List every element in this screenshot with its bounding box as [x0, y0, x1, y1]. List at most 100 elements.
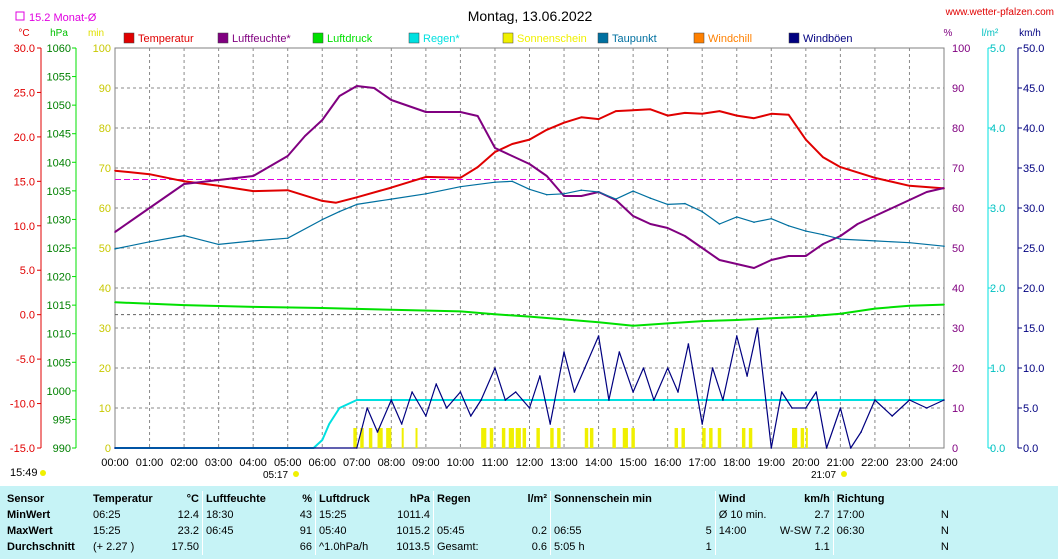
humidity-point [563, 195, 565, 197]
humidity-point [787, 255, 790, 257]
sunshine-bar [401, 428, 404, 448]
sunshine-bar [360, 428, 364, 448]
stats-cell: 15:25 [93, 525, 121, 537]
gusts-point [390, 399, 393, 401]
legend-swatch [502, 32, 514, 44]
pressure-line [114, 301, 945, 327]
humidity-point [925, 191, 928, 193]
temp-tick-label: -15.0 [10, 443, 35, 455]
time-tick-label: 02:00 [170, 457, 198, 469]
humidity-point [425, 111, 427, 113]
stats-cell: 06:55 [549, 523, 655, 539]
time-tick-label: 03:00 [205, 457, 233, 469]
gusts-point [642, 367, 645, 369]
stats-wind-header: Wind [714, 491, 772, 507]
sunset-icon [841, 471, 847, 477]
min-tick-label: 60 [99, 203, 111, 215]
percent-tick-label: 20 [952, 363, 964, 375]
kmh-tick-label: 10.0 [1023, 363, 1044, 375]
min-tick-label: 50 [99, 243, 111, 255]
pressure-point [597, 321, 600, 324]
min-tick-label: 20 [99, 363, 111, 375]
gusts-point [400, 423, 403, 425]
humidity-point [666, 227, 669, 229]
rain-point [328, 423, 330, 425]
humidity-point [494, 147, 496, 149]
gusts-point [563, 351, 565, 353]
stats-cell: 2.7 [814, 509, 830, 521]
stats-header-row: Sensor Temperatur °C Luftfeuchte % Luftd… [4, 491, 952, 507]
sunshine-bar [489, 428, 494, 448]
pressure-point [943, 303, 945, 306]
stats-press-unit: hPa [409, 493, 430, 505]
dewpoint-point [666, 203, 669, 206]
dewpoint-point [615, 198, 617, 200]
temp-tick-label: 5.0 [20, 265, 35, 277]
dewpoint-point [321, 218, 324, 221]
humidity-point [891, 207, 893, 209]
humidity-point [632, 215, 634, 217]
time-tick-label: 14:00 [585, 457, 613, 469]
humidity-point [753, 267, 755, 269]
gusts-point [756, 327, 759, 329]
humidity-point [183, 183, 185, 185]
stats-cell [832, 539, 900, 555]
sunshine-bar [681, 428, 685, 448]
sunshine-bar [377, 428, 383, 448]
stats-cell: 23.2 [177, 525, 199, 537]
rain-tick-label: 4.0 [990, 123, 1005, 135]
stats-temp-header: Temperatur [93, 493, 153, 505]
gusts-point [908, 399, 911, 401]
temperature-point [390, 186, 393, 189]
stats-temp-unit: °C [186, 493, 199, 505]
stats-cell [549, 507, 655, 523]
stats-cell: Gesamt: [433, 539, 500, 555]
pressure-point [666, 322, 669, 325]
gusts-point [114, 447, 116, 449]
unit-hpa: hPa [50, 28, 68, 39]
site-label[interactable]: www.wetter-pfalzen.com [945, 7, 1054, 18]
kmh-tick-label: 50.0 [1023, 43, 1044, 55]
hpa-tick-label: 1040 [47, 157, 71, 169]
temp-tick-label: -5.0 [16, 354, 35, 366]
sunshine-bar [501, 428, 506, 448]
dewpoint-point [217, 243, 220, 246]
humidity-point [321, 119, 324, 121]
humidity-point [459, 111, 462, 113]
sunset-label: 21:07 [811, 470, 836, 481]
rain-tick-label: 0.0 [990, 443, 1005, 455]
dewpoint-point [511, 180, 514, 183]
gusts-point [494, 367, 496, 369]
temperature-point [666, 114, 669, 117]
dewpoint-point [701, 210, 704, 213]
stats-cell: 05:45 [433, 523, 500, 539]
percent-tick-label: 60 [952, 203, 964, 215]
stats-row-avg: Durchschnitt (+ 2.27 ) 17.50 66 ^1.0hPa/… [4, 539, 952, 555]
gusts-point [849, 447, 852, 449]
temperature-point [114, 169, 116, 172]
dewpoint-point [338, 210, 341, 213]
left-axes: 30.0 25.0 20.0 15.0 10.0 5.0 0.0 -5.0 -10.0 -15.0… [10, 43, 111, 455]
stats-cell: 06:45 [202, 523, 269, 539]
pressure-point [183, 304, 185, 306]
legend-swatch [217, 32, 229, 44]
stats-cell: 1013.5 [396, 541, 430, 553]
hpa-tick-label: 1055 [47, 72, 71, 84]
gusts-point [632, 391, 634, 393]
gusts-point [480, 399, 482, 401]
stats-dir-header: Richtung [832, 491, 900, 507]
temperature-point [718, 110, 721, 112]
sunrise-label: 05:17 [263, 470, 288, 481]
humidity-point [476, 115, 479, 117]
dewpoint-point [684, 202, 686, 205]
sunshine-bar [612, 428, 616, 448]
gusts-point [701, 423, 704, 425]
stats-cell: 43 [299, 509, 312, 521]
dewpoint-point [286, 237, 289, 240]
stats-cell: 14:00 [714, 523, 772, 539]
humidity-point [252, 175, 254, 177]
gusts-point [425, 415, 427, 417]
gusts-point [618, 351, 621, 353]
dewpoint-point [114, 248, 116, 250]
pressure-point [735, 319, 738, 321]
